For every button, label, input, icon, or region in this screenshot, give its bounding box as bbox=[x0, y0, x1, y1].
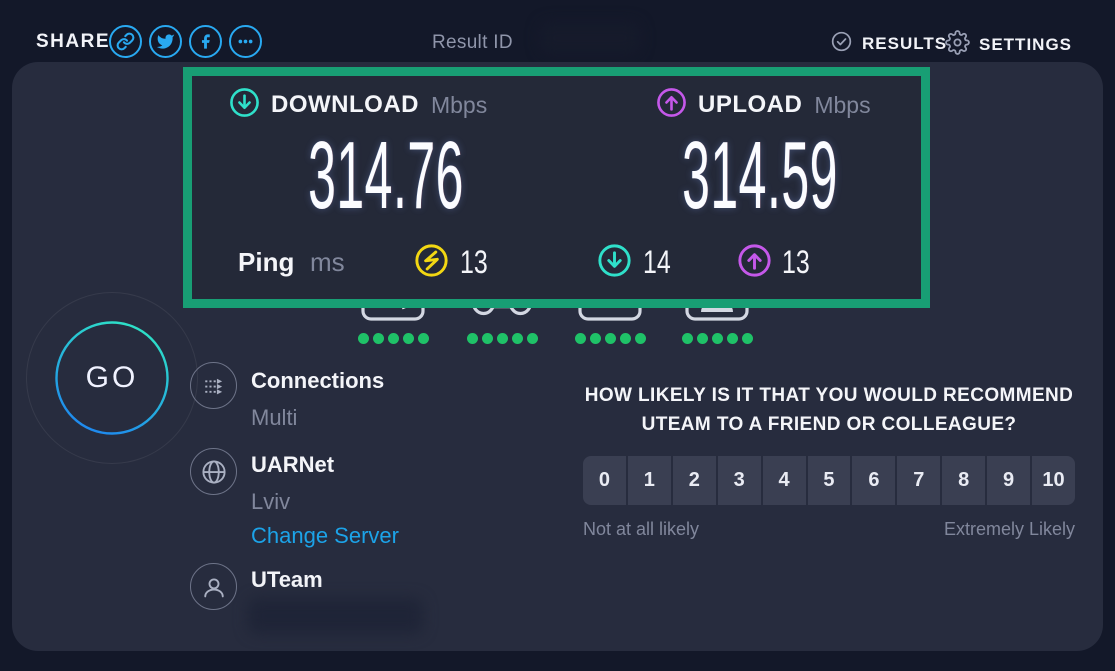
rating-dot bbox=[696, 333, 708, 344]
facebook-icon bbox=[197, 33, 214, 50]
nps-score-button-7[interactable]: 7 bbox=[897, 456, 941, 505]
rating-dot bbox=[417, 333, 429, 344]
rating-dot bbox=[387, 333, 399, 344]
nps-score-button-2[interactable]: 2 bbox=[672, 456, 716, 505]
nps-scale: 0 1 2 3 4 5 6 7 8 9 10 bbox=[583, 456, 1075, 505]
rating-dot bbox=[372, 333, 384, 344]
change-server-link[interactable]: Change Server bbox=[251, 523, 399, 548]
result-summary-panel: DOWNLOAD Mbps UPLOAD Mbps 314.76 314.59 … bbox=[183, 67, 930, 308]
rating-dot bbox=[634, 333, 646, 344]
activity-rating bbox=[681, 333, 753, 344]
rating-dot bbox=[604, 333, 616, 344]
connections-title: Connections bbox=[251, 368, 385, 393]
survey-question-line1: HOW LIKELY IS IT THAT YOU WOULD RECOMMEN… bbox=[584, 385, 1074, 406]
download-latency-value: 14 bbox=[643, 244, 671, 280]
server-city: Lviv bbox=[251, 489, 291, 514]
nav-results[interactable]: RESULTS bbox=[830, 30, 947, 58]
share-more-button[interactable] bbox=[229, 25, 262, 58]
idle-latency-icon bbox=[413, 242, 450, 284]
nps-score-button-10[interactable]: 10 bbox=[1032, 456, 1075, 505]
nps-score-button-0[interactable]: 0 bbox=[583, 456, 626, 505]
download-unit: Mbps bbox=[430, 91, 488, 118]
upload-arrow-icon bbox=[655, 86, 688, 124]
rating-dot bbox=[511, 333, 523, 344]
activity-rating bbox=[574, 333, 646, 344]
nps-score-button-5[interactable]: 5 bbox=[807, 456, 851, 505]
rating-dot bbox=[589, 333, 601, 344]
topbar: SHARE bbox=[0, 0, 1115, 62]
result-id-label: Result ID bbox=[432, 32, 513, 53]
nps-score-button-4[interactable]: 4 bbox=[762, 456, 806, 505]
isp-name: UTeam bbox=[251, 567, 323, 592]
nps-max-label: Extremely Likely bbox=[943, 519, 1075, 539]
rating-dot bbox=[741, 333, 753, 344]
gear-icon bbox=[945, 30, 970, 60]
rating-dot bbox=[711, 333, 723, 344]
rating-dot bbox=[466, 333, 478, 344]
rating-dot bbox=[726, 333, 738, 344]
idle-latency-value: 13 bbox=[460, 244, 488, 280]
rating-dot bbox=[526, 333, 538, 344]
ping-label: Ping bbox=[238, 247, 295, 277]
rating-dot bbox=[574, 333, 586, 344]
nps-score-button-3[interactable]: 3 bbox=[717, 456, 761, 505]
nps-score-button-1[interactable]: 1 bbox=[627, 456, 671, 505]
globe-icon bbox=[190, 448, 237, 495]
survey-question-line2: UTEAM TO A FRIEND OR COLLEAGUE? bbox=[641, 414, 1017, 435]
nps-score-button-9[interactable]: 9 bbox=[987, 456, 1031, 505]
upload-latency-value: 13 bbox=[782, 244, 810, 280]
rating-dot bbox=[481, 333, 493, 344]
share-label: SHARE bbox=[36, 31, 111, 52]
rating-dot bbox=[681, 333, 693, 344]
link-icon bbox=[116, 32, 135, 51]
share-link-button[interactable] bbox=[109, 25, 142, 58]
upload-unit: Mbps bbox=[814, 91, 871, 118]
connections-mode: Multi bbox=[251, 405, 298, 430]
download-latency-icon bbox=[596, 242, 633, 284]
go-button-label: GO bbox=[85, 361, 139, 394]
results-label: RESULTS bbox=[862, 34, 948, 53]
share-twitter-button[interactable] bbox=[149, 25, 182, 58]
rating-dot bbox=[357, 333, 369, 344]
go-button[interactable]: GO bbox=[55, 321, 169, 435]
rating-dot bbox=[619, 333, 631, 344]
activity-rating bbox=[466, 333, 538, 344]
rating-dot bbox=[402, 333, 414, 344]
download-header: DOWNLOAD Mbps bbox=[228, 86, 487, 124]
isp-user-icon bbox=[190, 563, 237, 610]
share-facebook-button[interactable] bbox=[189, 25, 222, 58]
settings-label: SETTINGS bbox=[979, 35, 1073, 54]
nps-score-button-8[interactable]: 8 bbox=[942, 456, 986, 505]
ping-row: Ping ms 13 14 13 bbox=[192, 242, 921, 282]
server-name: UARNet bbox=[251, 452, 335, 477]
nps-min-label: Not at all likely bbox=[583, 519, 700, 539]
activity-rating bbox=[357, 333, 429, 344]
check-circle-icon bbox=[830, 30, 853, 58]
twitter-icon bbox=[156, 32, 175, 51]
more-icon bbox=[236, 32, 255, 51]
rating-dot bbox=[496, 333, 508, 344]
nps-score-button-6[interactable]: 6 bbox=[852, 456, 896, 505]
upload-label: UPLOAD bbox=[698, 91, 803, 118]
upload-latency-icon bbox=[736, 242, 773, 284]
download-arrow-icon bbox=[228, 86, 261, 124]
result-id-redacted bbox=[540, 22, 640, 54]
nav-settings[interactable]: SETTINGS bbox=[945, 30, 1072, 60]
ping-unit: ms bbox=[310, 247, 345, 277]
upload-value: 314.59 bbox=[682, 122, 838, 229]
upload-header: UPLOAD Mbps bbox=[655, 86, 871, 124]
download-label: DOWNLOAD bbox=[271, 91, 419, 118]
download-value: 314.76 bbox=[308, 122, 464, 229]
isp-redacted-info bbox=[248, 598, 423, 634]
connections-icon bbox=[190, 362, 237, 409]
